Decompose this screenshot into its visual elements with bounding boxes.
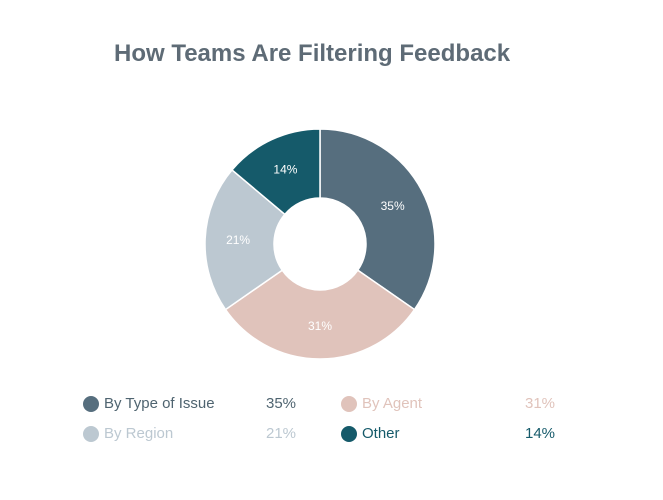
donut-slice-by-type-of-issue bbox=[319, 128, 436, 311]
legend-value: 21% bbox=[266, 425, 297, 442]
donut-slice-other bbox=[230, 128, 321, 216]
legend-label: By Type of Issue bbox=[104, 395, 215, 412]
legend-label: By Region bbox=[104, 425, 174, 442]
donut-slice-by-agent bbox=[224, 269, 416, 360]
legend-value: 31% bbox=[525, 395, 556, 412]
legend-swatch bbox=[83, 426, 99, 442]
legend-swatch bbox=[341, 426, 357, 442]
legend-label: By Agent bbox=[362, 395, 423, 412]
legend-value: 35% bbox=[266, 395, 297, 412]
slice-value-label-by-agent: 31% bbox=[308, 319, 332, 333]
legend-swatch bbox=[83, 396, 99, 412]
donut-slice-by-region bbox=[204, 168, 286, 311]
legend-value: 14% bbox=[525, 425, 556, 442]
slice-value-label-by-type-of-issue: 35% bbox=[381, 199, 405, 213]
legend-label: Other bbox=[362, 425, 400, 442]
slice-value-label-by-region: 21% bbox=[226, 233, 250, 247]
legend-swatch bbox=[341, 396, 357, 412]
slice-value-label-other: 14% bbox=[273, 163, 297, 177]
chart-title: How Teams Are Filtering Feedback bbox=[114, 40, 511, 67]
